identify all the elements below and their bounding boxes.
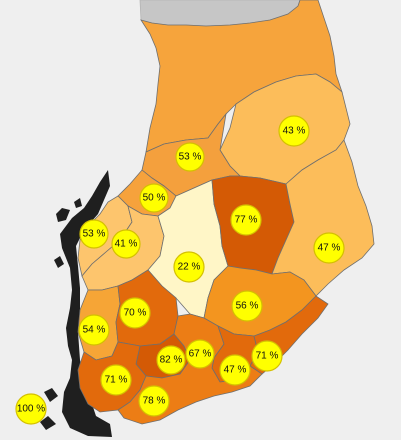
marker-circle <box>175 142 205 172</box>
marker-south-savo: 56 % <box>231 290 263 322</box>
marker-label: 67 % <box>189 349 212 360</box>
marker-north-karelia: 47 % <box>313 232 345 264</box>
marker-label: 56 % <box>236 301 259 312</box>
marker-label: 47 % <box>224 365 247 376</box>
marker-aland: 100 % <box>15 393 47 425</box>
marker-circle <box>278 115 310 147</box>
marker-southwest-finland: 71 % <box>100 364 132 396</box>
marker-label: 82 % <box>160 355 183 366</box>
marker-kanta-hame: 82 % <box>156 345 186 375</box>
marker-label: 43 % <box>283 126 306 137</box>
marker-circle <box>119 297 151 329</box>
marker-label: 71 % <box>256 351 279 362</box>
marker-south-karelia: 71 % <box>251 340 283 372</box>
marker-circle <box>231 290 263 322</box>
marker-circle <box>219 354 251 386</box>
marker-circle <box>173 251 205 283</box>
marker-central-ostrobothnia: 50 % <box>139 183 169 213</box>
marker-circle <box>251 340 283 372</box>
marker-label: 41 % <box>115 239 138 250</box>
marker-label: 71 % <box>105 375 128 386</box>
marker-south-ostrobothnia: 41 % <box>111 229 141 259</box>
region-north-karelia <box>271 139 375 297</box>
marker-label: 22 % <box>178 262 201 273</box>
marker-label: 70 % <box>124 308 147 319</box>
marker-central-finland: 22 % <box>173 251 205 283</box>
marker-circle <box>111 229 141 259</box>
marker-label: 50 % <box>143 193 166 204</box>
marker-label: 54 % <box>83 325 106 336</box>
marker-ostrobothnia: 53 % <box>79 219 109 249</box>
marker-circle <box>156 345 186 375</box>
marker-label: 53 % <box>179 152 202 163</box>
marker-label: 47 % <box>318 243 341 254</box>
marker-circle <box>79 219 109 249</box>
coastline-archipelago <box>40 170 112 437</box>
marker-circle <box>313 232 345 264</box>
marker-uusimaa: 78 % <box>138 385 170 417</box>
marker-satakunta: 54 % <box>78 314 110 346</box>
marker-label: 78 % <box>143 396 166 407</box>
marker-circle <box>100 364 132 396</box>
marker-lapland: 53 % <box>175 142 205 172</box>
marker-circle <box>15 393 47 425</box>
marker-paijat-hame: 67 % <box>185 339 215 369</box>
marker-layer: 53 % 43 % 50 % 77 % 53 % 41 % 47 % 22 % 70 % 56 %… <box>15 115 345 425</box>
marker-circle <box>185 339 215 369</box>
marker-label: 53 % <box>83 229 106 240</box>
marker-north-savo: 77 % <box>230 204 262 236</box>
marker-kainuu: 43 % <box>278 115 310 147</box>
marker-circle <box>230 204 262 236</box>
marker-circle <box>139 183 169 213</box>
marker-label: 77 % <box>235 215 258 226</box>
marker-pirkanmaa: 70 % <box>119 297 151 329</box>
marker-circle <box>138 385 170 417</box>
marker-kymenlaakso: 47 % <box>219 354 251 386</box>
marker-label: 100 % <box>17 404 45 415</box>
marker-circle <box>78 314 110 346</box>
